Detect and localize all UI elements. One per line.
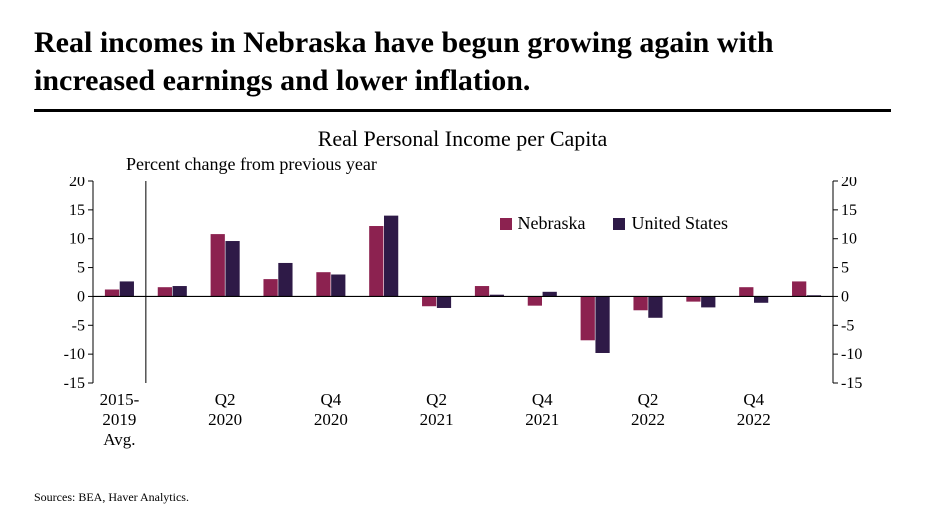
bar <box>436 296 450 308</box>
svg-text:15: 15 <box>841 202 857 219</box>
x-tick-label: Q2 <box>214 390 235 409</box>
bar <box>278 263 292 296</box>
legend: Nebraska United States <box>500 213 728 234</box>
x-tick-label: 2022 <box>631 410 665 429</box>
x-tick-label: Q4 <box>320 390 341 409</box>
bar <box>739 287 753 296</box>
bar <box>474 286 488 296</box>
bar <box>527 296 541 305</box>
x-tick-label: 2022 <box>736 410 770 429</box>
bar <box>754 296 768 302</box>
x-tick-label: Q4 <box>531 390 552 409</box>
svg-text:-5: -5 <box>71 317 84 334</box>
bar <box>157 287 171 296</box>
svg-text:5: 5 <box>77 260 85 277</box>
bar <box>633 296 647 310</box>
svg-text:15: 15 <box>69 202 85 219</box>
bar <box>542 292 556 297</box>
legend-swatch <box>613 218 625 230</box>
bar <box>119 281 133 296</box>
svg-text:0: 0 <box>77 288 85 305</box>
chart-svg: -15-15-10-10-5-500551010151520202015-201… <box>43 177 883 457</box>
headline: Real incomes in Nebraska have begun grow… <box>34 24 891 99</box>
legend-label: United States <box>631 213 728 234</box>
x-tick-label: 2020 <box>208 410 242 429</box>
sources: Sources: BEA, Haver Analytics. <box>34 490 189 505</box>
svg-text:-10: -10 <box>841 346 862 363</box>
bar <box>701 296 715 307</box>
x-tick-label: 2021 <box>419 410 453 429</box>
chart-title: Real Personal Income per Capita <box>34 126 891 152</box>
svg-text:-15: -15 <box>841 375 862 392</box>
bar <box>225 241 239 296</box>
x-tick-label: 2021 <box>525 410 559 429</box>
chart: -15-15-10-10-5-500551010151520202015-201… <box>43 177 883 457</box>
bar <box>172 286 186 296</box>
slide: Real incomes in Nebraska have begun grow… <box>0 0 925 521</box>
svg-text:-10: -10 <box>63 346 84 363</box>
bar <box>595 296 609 353</box>
bar <box>580 296 594 340</box>
x-tick-label: Q2 <box>426 390 447 409</box>
bar <box>686 296 700 301</box>
svg-text:5: 5 <box>841 260 849 277</box>
bar <box>792 281 806 296</box>
legend-item: United States <box>613 213 728 234</box>
svg-text:0: 0 <box>841 288 849 305</box>
bar <box>316 272 330 296</box>
bar <box>422 296 436 306</box>
x-tick-label: 2015- <box>99 390 139 409</box>
bar <box>369 226 383 296</box>
chart-subtitle: Percent change from previous year <box>126 154 891 175</box>
svg-text:-15: -15 <box>63 375 84 392</box>
bar <box>210 234 224 296</box>
bar <box>331 274 345 296</box>
divider <box>34 109 891 112</box>
svg-text:10: 10 <box>841 231 857 248</box>
legend-swatch <box>500 218 512 230</box>
svg-text:20: 20 <box>69 177 85 190</box>
x-tick-label: 2020 <box>313 410 347 429</box>
bar <box>384 216 398 297</box>
x-tick-label: Avg. <box>103 430 135 449</box>
x-tick-label: Q2 <box>637 390 658 409</box>
bar <box>104 290 118 297</box>
x-tick-label: Q4 <box>743 390 764 409</box>
bar <box>263 279 277 296</box>
x-tick-label: 2019 <box>102 410 136 429</box>
legend-label: Nebraska <box>518 213 586 234</box>
svg-text:-5: -5 <box>841 317 854 334</box>
bar <box>648 296 662 317</box>
legend-item: Nebraska <box>500 213 586 234</box>
svg-text:20: 20 <box>841 177 857 190</box>
svg-text:10: 10 <box>69 231 85 248</box>
